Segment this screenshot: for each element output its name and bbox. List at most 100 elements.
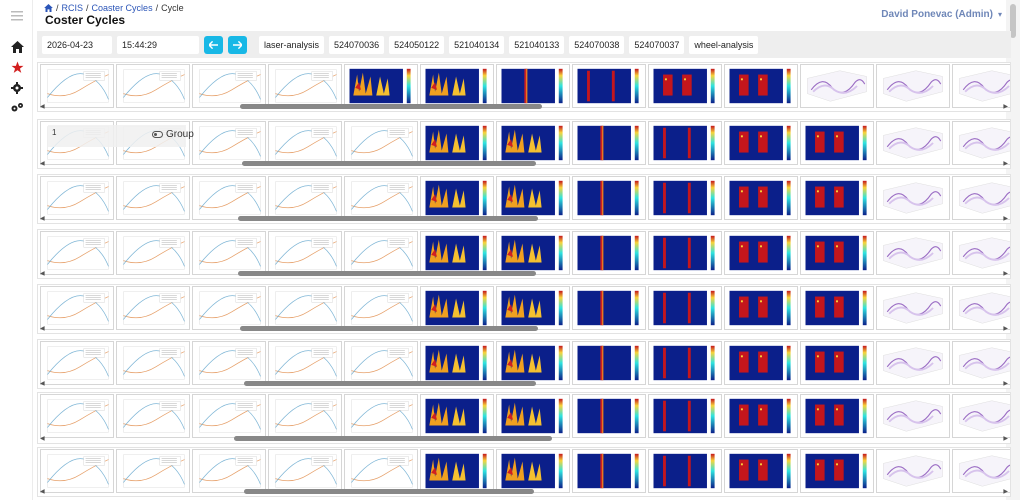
- plot-thumbnail[interactable]: [192, 64, 266, 108]
- plot-thumbnail[interactable]: [724, 121, 798, 165]
- plot-thumbnail[interactable]: [116, 394, 190, 438]
- scroll-right-icon[interactable]: ▶: [1003, 381, 1008, 387]
- plot-thumbnail[interactable]: [116, 231, 190, 275]
- plot-thumbnail[interactable]: [268, 286, 342, 330]
- plot-thumbnail[interactable]: [420, 286, 494, 330]
- group-toggle[interactable]: Group: [152, 129, 194, 140]
- row-scrollbar[interactable]: [234, 436, 552, 441]
- plot-thumbnail[interactable]: [724, 231, 798, 275]
- gears-icon[interactable]: [9, 100, 25, 116]
- thumbnail-strip[interactable]: [38, 231, 1010, 277]
- plot-thumbnail[interactable]: [40, 341, 114, 385]
- scroll-left-icon[interactable]: ◀: [40, 381, 45, 387]
- plot-thumbnail[interactable]: [192, 341, 266, 385]
- plot-thumbnail[interactable]: [116, 286, 190, 330]
- row-scrollbar[interactable]: [240, 326, 538, 331]
- plot-thumbnail[interactable]: [800, 121, 874, 165]
- thumbnail-strip[interactable]: [38, 341, 1010, 387]
- row-scrollbar[interactable]: [242, 161, 536, 166]
- home-icon[interactable]: [44, 4, 53, 12]
- home-icon[interactable]: [9, 39, 25, 55]
- scroll-right-icon[interactable]: ▶: [1003, 489, 1008, 495]
- breadcrumb-rcis[interactable]: RCIS: [61, 3, 84, 13]
- date-field[interactable]: 2026-04-23: [42, 35, 112, 54]
- plot-thumbnail[interactable]: [268, 64, 342, 108]
- plot-thumbnail[interactable]: [648, 121, 722, 165]
- plot-thumbnail[interactable]: [724, 341, 798, 385]
- tab-524070038[interactable]: 524070038: [569, 35, 625, 54]
- plot-thumbnail[interactable]: [724, 64, 798, 108]
- star-icon[interactable]: [9, 59, 25, 75]
- plot-thumbnail[interactable]: [192, 231, 266, 275]
- scroll-left-icon[interactable]: ◀: [40, 161, 45, 167]
- plot-thumbnail[interactable]: [800, 341, 874, 385]
- plot-thumbnail[interactable]: [496, 64, 570, 108]
- plot-thumbnail[interactable]: [268, 231, 342, 275]
- plot-thumbnail[interactable]: [116, 176, 190, 220]
- plot-thumbnail[interactable]: [496, 341, 570, 385]
- scroll-right-icon[interactable]: ▶: [1003, 216, 1008, 222]
- scroll-left-icon[interactable]: ◀: [40, 104, 45, 110]
- plot-thumbnail[interactable]: [344, 394, 418, 438]
- plot-thumbnail[interactable]: [40, 286, 114, 330]
- thumbnail-strip[interactable]: [38, 176, 1010, 222]
- plot-thumbnail[interactable]: [952, 449, 1010, 493]
- scroll-left-icon[interactable]: ◀: [40, 216, 45, 222]
- plot-thumbnail[interactable]: [192, 394, 266, 438]
- plot-thumbnail[interactable]: [876, 449, 950, 493]
- row-scrollbar[interactable]: [240, 104, 542, 109]
- scroll-left-icon[interactable]: ◀: [40, 489, 45, 495]
- plot-thumbnail[interactable]: [572, 231, 646, 275]
- scroll-right-icon[interactable]: ▶: [1003, 326, 1008, 332]
- plot-thumbnail[interactable]: [724, 176, 798, 220]
- plot-thumbnail[interactable]: [800, 449, 874, 493]
- plot-thumbnail[interactable]: [420, 121, 494, 165]
- plot-thumbnail[interactable]: [572, 286, 646, 330]
- plot-thumbnail[interactable]: [344, 64, 418, 108]
- plot-thumbnail[interactable]: [724, 449, 798, 493]
- thumbnail-strip[interactable]: [38, 64, 1010, 110]
- plot-thumbnail[interactable]: [40, 64, 114, 108]
- plot-thumbnail[interactable]: [192, 449, 266, 493]
- thumbnail-strip[interactable]: [38, 286, 1010, 332]
- plot-thumbnail[interactable]: [420, 64, 494, 108]
- row-scrollbar[interactable]: [238, 216, 538, 221]
- scroll-right-icon[interactable]: ▶: [1003, 104, 1008, 110]
- gear-icon[interactable]: [9, 80, 25, 96]
- plot-thumbnail[interactable]: [572, 449, 646, 493]
- plot-thumbnail[interactable]: [116, 64, 190, 108]
- row-scrollbar[interactable]: [244, 489, 534, 494]
- plot-thumbnail[interactable]: [572, 176, 646, 220]
- scroll-right-icon[interactable]: ▶: [1003, 436, 1008, 442]
- plot-thumbnail[interactable]: [344, 449, 418, 493]
- plot-thumbnail[interactable]: [800, 64, 874, 108]
- row-scrollbar[interactable]: [244, 381, 536, 386]
- plot-thumbnail[interactable]: [876, 121, 950, 165]
- plot-thumbnail[interactable]: [876, 286, 950, 330]
- plot-thumbnail[interactable]: [420, 394, 494, 438]
- plot-thumbnail[interactable]: [420, 449, 494, 493]
- plot-thumbnail[interactable]: [648, 449, 722, 493]
- plot-thumbnail[interactable]: [116, 341, 190, 385]
- chevron-down-icon[interactable]: ▾: [997, 10, 1002, 19]
- scroll-right-icon[interactable]: ▶: [1003, 271, 1008, 277]
- scroll-right-icon[interactable]: ▶: [1003, 161, 1008, 167]
- plot-thumbnail[interactable]: [40, 231, 114, 275]
- plot-thumbnail[interactable]: [952, 394, 1010, 438]
- plot-thumbnail[interactable]: [496, 394, 570, 438]
- scroll-left-icon[interactable]: ◀: [40, 326, 45, 332]
- time-field[interactable]: 15:44:29: [117, 35, 199, 54]
- plot-thumbnail[interactable]: [648, 176, 722, 220]
- plot-thumbnail[interactable]: [876, 231, 950, 275]
- plot-thumbnail[interactable]: [648, 394, 722, 438]
- plot-thumbnail[interactable]: [192, 176, 266, 220]
- plot-thumbnail[interactable]: [800, 394, 874, 438]
- tab-521040134[interactable]: 521040134: [449, 35, 505, 54]
- thumbnail-strip[interactable]: [38, 394, 1010, 440]
- plot-thumbnail[interactable]: [876, 64, 950, 108]
- toggle-icon[interactable]: [152, 131, 163, 138]
- plot-thumbnail[interactable]: [952, 176, 1010, 220]
- plot-thumbnail[interactable]: [724, 394, 798, 438]
- hamburger-icon[interactable]: [9, 8, 25, 24]
- plot-thumbnail[interactable]: [952, 64, 1010, 108]
